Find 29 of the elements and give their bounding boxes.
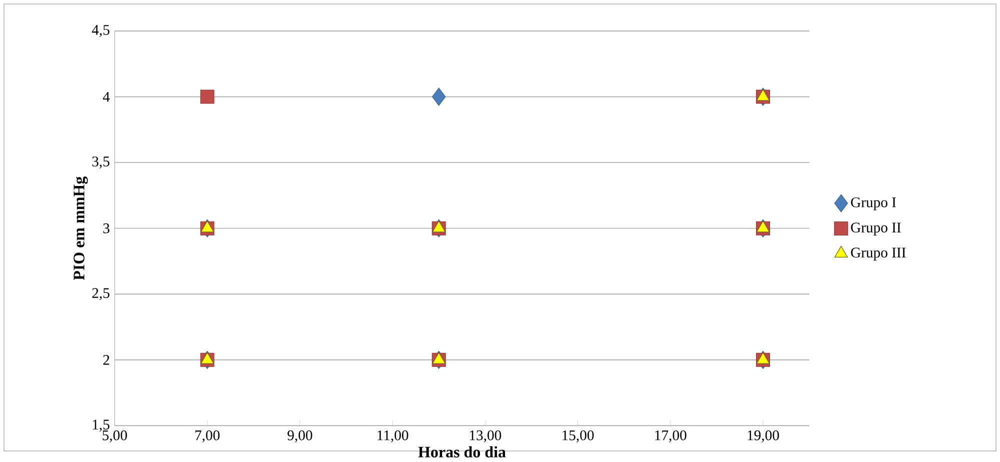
legend-label: Grupo I: [851, 197, 896, 210]
point: [432, 220, 446, 232]
legend-label: Grupo II: [851, 222, 901, 236]
x-tick-label: 11,00: [378, 430, 408, 442]
x-tick-label: 13,00: [470, 430, 502, 442]
point: [756, 220, 770, 232]
x-tick-label: 15,00: [562, 430, 594, 442]
point: [200, 352, 214, 364]
legend-label: Grupo III: [851, 248, 906, 261]
point: [200, 90, 214, 104]
x-tick-label: 7,00: [195, 430, 220, 442]
point: [756, 89, 770, 101]
y-tick-label: 1,5: [92, 420, 110, 432]
point: [756, 352, 770, 364]
x-tick-label: 17,00: [655, 430, 686, 442]
x-tick-label: 9,00: [288, 430, 312, 442]
point: [432, 352, 446, 364]
y-tick-label: 2: [103, 355, 110, 365]
y-tick-label: 3: [103, 223, 110, 234]
point: [432, 88, 446, 106]
x-tick-label: 19,00: [748, 430, 779, 442]
x-tick-label: 5,00: [102, 430, 127, 442]
x-axis-title: Horas do dia: [418, 446, 506, 458]
point: [200, 220, 214, 232]
y-tick-label: 2,5: [92, 288, 110, 300]
y-tick-label: 4: [102, 92, 110, 102]
y-tick-label: 4,5: [92, 25, 110, 37]
y-axis-title: PIO em mmHg: [74, 176, 88, 280]
y-tick-label: 3,5: [92, 156, 110, 169]
